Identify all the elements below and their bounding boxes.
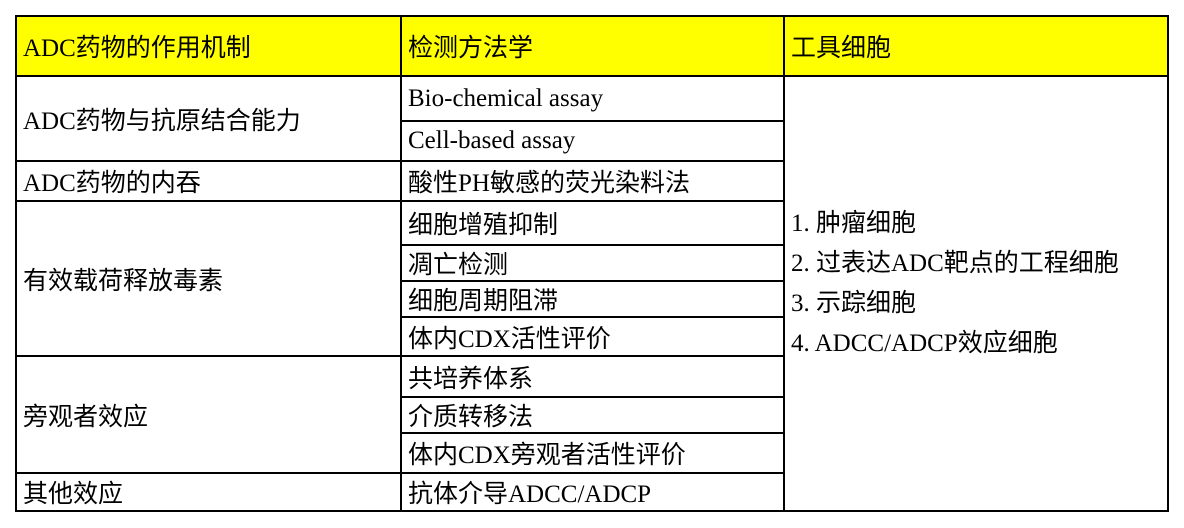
mechanism-cell: ADC药物与抗原结合能力 [15,75,402,162]
method-cell: 细胞增殖抑制 [400,200,785,246]
method-cell: 共培养体系 [400,355,785,398]
method-cell: 细胞周期阻滞 [400,280,785,318]
tool-cell-item: 4. ADCC/ADCP效应细胞 [791,329,1058,357]
method-cell: 体内CDX旁观者活性评价 [400,432,785,474]
tool-cells-cell: 1. 肿瘤细胞 2. 过表达ADC靶点的工程细胞 3. 示踪细胞 4. ADCC… [783,75,1169,512]
tool-cell-item: 2. 过表达ADC靶点的工程细胞 [791,249,1119,277]
mechanism-cell: 有效载荷释放毒素 [15,200,402,357]
method-cell: Cell-based assay [400,120,785,162]
tool-cells-list: 1. 肿瘤细胞 2. 过表达ADC靶点的工程细胞 3. 示踪细胞 4. ADCC… [791,204,1119,364]
header-mechanism: ADC药物的作用机制 [15,15,402,77]
header-tool-cells: 工具细胞 [783,15,1169,77]
method-cell: 体内CDX活性评价 [400,316,785,357]
method-cell: 介质转移法 [400,396,785,434]
method-cell: 酸性PH敏感的荧光染料法 [400,160,785,202]
mechanism-cell: 其他效应 [15,472,402,512]
mechanism-cell: 旁观者效应 [15,355,402,474]
tool-cell-item: 1. 肿瘤细胞 [791,209,917,237]
method-cell: Bio-chemical assay [400,75,785,122]
method-cell: 抗体介导ADCC/ADCP [400,472,785,512]
header-method: 检测方法学 [400,15,785,77]
mechanism-cell: ADC药物的内吞 [15,160,402,202]
method-cell: 凋亡检测 [400,244,785,282]
tool-cell-item: 3. 示踪细胞 [791,289,917,317]
